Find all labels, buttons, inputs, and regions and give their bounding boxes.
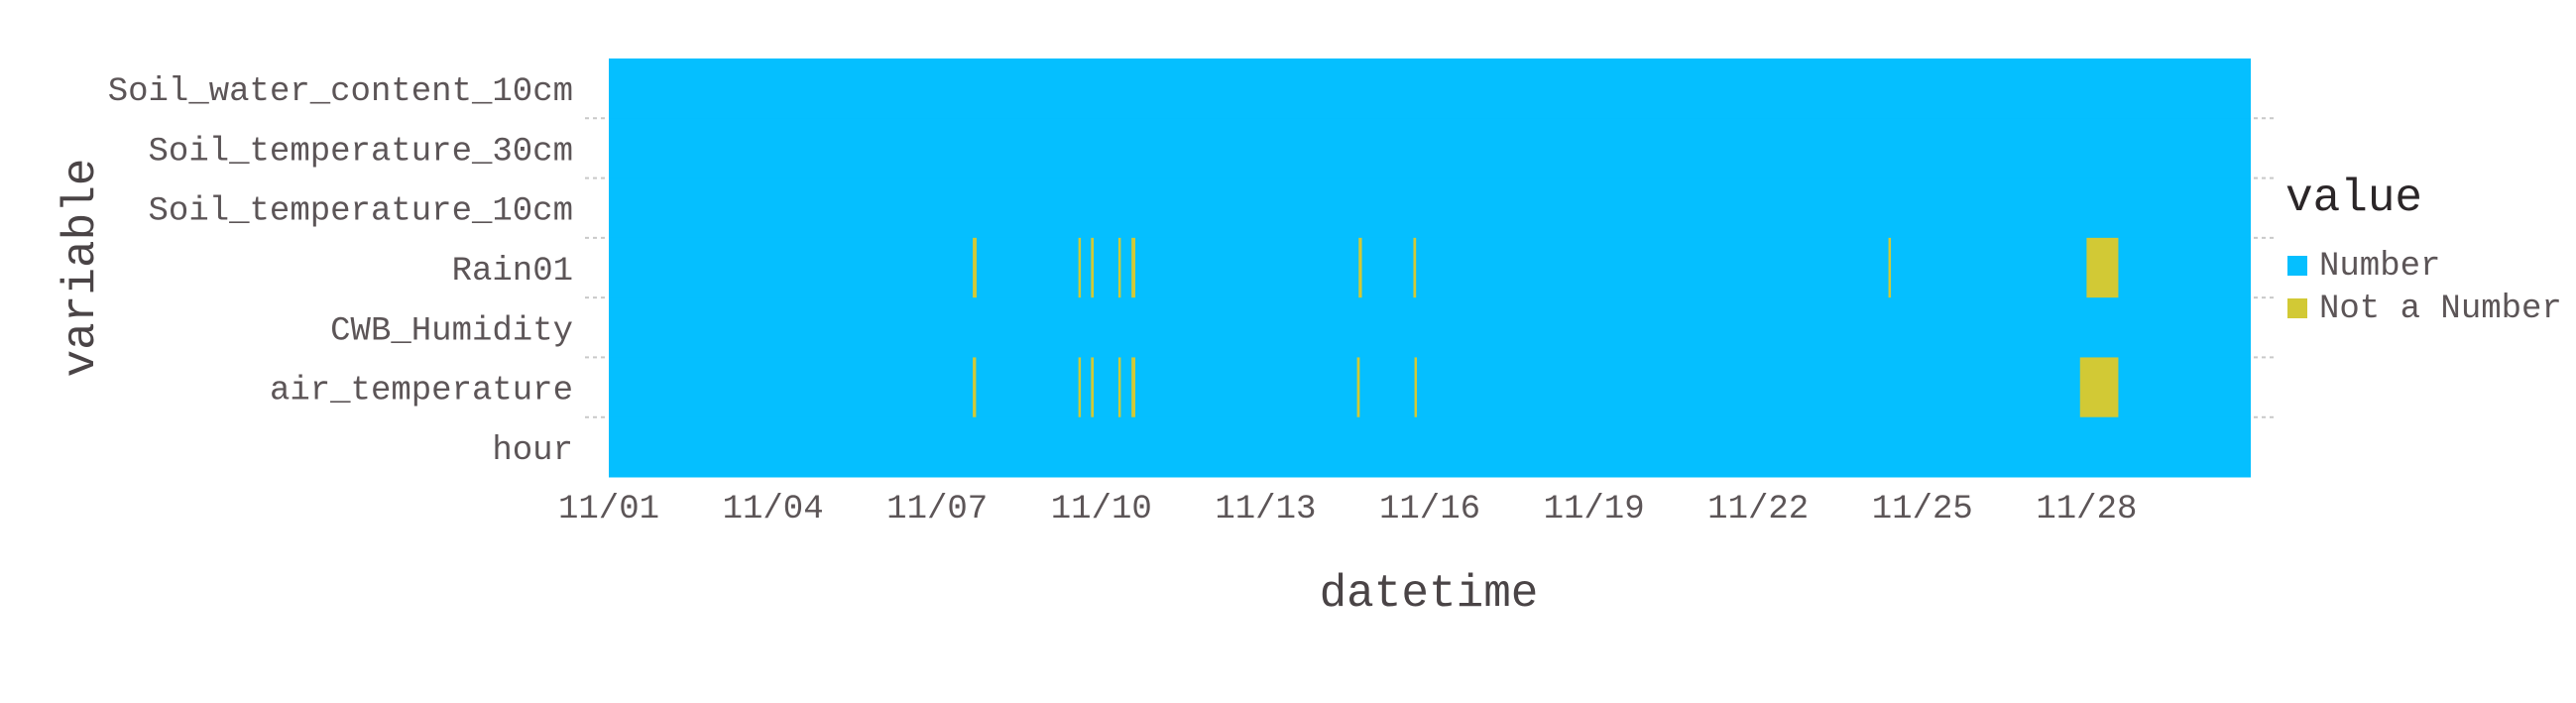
heatmap-row-Rain01 bbox=[609, 237, 2251, 298]
x-tick-label: 11/25 bbox=[1872, 491, 1973, 528]
missing-segment bbox=[973, 357, 977, 417]
heatmap-row-CWB_Humidity bbox=[609, 297, 2251, 358]
missing-segment bbox=[1078, 237, 1082, 298]
missing-segment bbox=[1356, 357, 1360, 417]
missing-segment bbox=[1414, 357, 1418, 417]
legend-label: Number bbox=[2319, 248, 2440, 286]
missing-segment bbox=[1078, 357, 1082, 417]
legend-swatch bbox=[2287, 256, 2307, 276]
missing-segment bbox=[973, 237, 977, 298]
x-tick-label: 11/10 bbox=[1051, 491, 1152, 528]
missing-segment bbox=[1413, 237, 1417, 298]
heatmap-row-Soil_temperature_10cm bbox=[609, 177, 2251, 239]
y-axis: Soil_water_content_10cm Soil_temperature_… bbox=[108, 73, 2276, 470]
y-tick-label: Rain01 bbox=[452, 253, 573, 291]
missing-segment bbox=[1117, 237, 1121, 298]
missing-segment bbox=[2079, 357, 2119, 417]
x-tick-label: 11/28 bbox=[2036, 491, 2137, 528]
legend-title: value bbox=[2285, 173, 2422, 224]
heatmap-row-Soil_temperature_30cm bbox=[609, 118, 2251, 179]
x-tick-label: 11/07 bbox=[886, 491, 988, 528]
x-tick-label: 11/04 bbox=[723, 491, 824, 528]
x-tick-label: 11/13 bbox=[1215, 491, 1316, 528]
missing-segment bbox=[1131, 357, 1136, 417]
missing-segment bbox=[1091, 237, 1095, 298]
y-tick-label: Soil_water_content_10cm bbox=[108, 73, 573, 111]
missing-segment bbox=[1358, 237, 1362, 298]
y-tick-label: CWB_Humidity bbox=[330, 312, 573, 350]
y-tick-label: Soil_temperature_10cm bbox=[149, 193, 573, 231]
heatmap-row-air_temperature bbox=[609, 357, 2251, 418]
missing-segment bbox=[1117, 357, 1121, 417]
x-tick-label: 11/01 bbox=[558, 491, 659, 528]
x-tick-label: 11/22 bbox=[1707, 491, 1809, 528]
legend-label: Not a Number bbox=[2319, 291, 2562, 328]
y-axis-title: variable bbox=[56, 159, 107, 378]
heatmap-row-hour bbox=[609, 416, 2251, 478]
legend: value Number Not a Number bbox=[2285, 173, 2562, 328]
missing-segment bbox=[1888, 237, 1892, 298]
legend-swatch bbox=[2287, 298, 2307, 318]
x-tick-label: 11/16 bbox=[1379, 491, 1480, 528]
x-axis: 11/01 11/04 11/07 11/10 11/13 11/16 11/19 11/22… bbox=[558, 491, 2137, 528]
x-axis-title: datetime bbox=[1320, 568, 1539, 620]
y-tick-label: Soil_temperature_30cm bbox=[149, 133, 573, 171]
missing-segment bbox=[1091, 357, 1095, 417]
missing-segment bbox=[2086, 237, 2119, 298]
x-tick-label: 11/19 bbox=[1544, 491, 1645, 528]
y-tick-label: hour bbox=[492, 432, 573, 470]
missing-segment bbox=[1131, 237, 1136, 298]
y-tick-label: air_temperature bbox=[270, 373, 573, 410]
plot-area bbox=[609, 59, 2251, 478]
heatmap-row-Soil_water_content_10cm bbox=[609, 59, 2251, 119]
